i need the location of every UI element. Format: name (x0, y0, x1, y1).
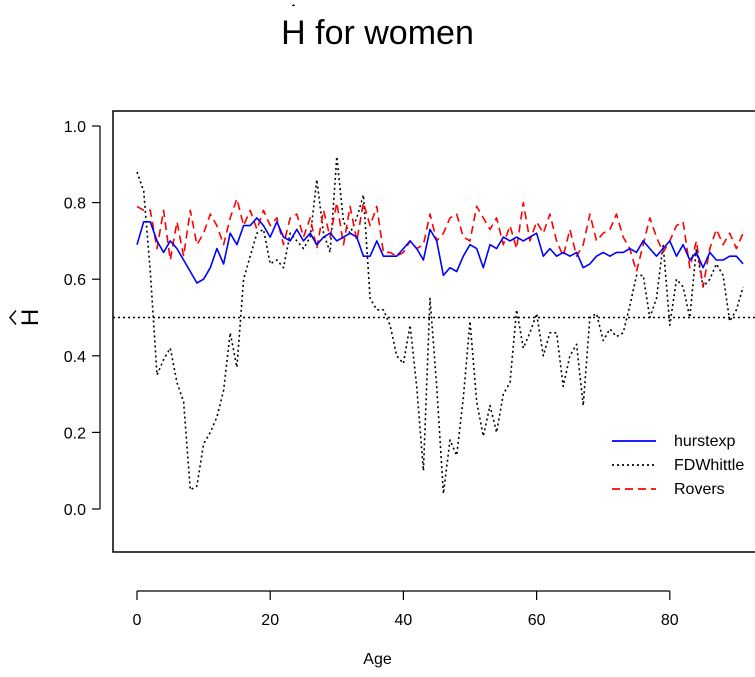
x-tick-label: 0 (133, 612, 142, 629)
y-tick-label: 0.8 (64, 196, 86, 213)
chart-title: H for women (0, 14, 755, 53)
legend-label-hurstexp: hurstexp (674, 433, 735, 450)
series-line-fdwhittle (136, 155, 744, 495)
series-line-rovers (136, 198, 744, 288)
plot-frame (112, 110, 755, 553)
x-tick-label: 20 (261, 612, 279, 629)
legend-label-rovers: Rovers (674, 481, 725, 498)
y-tick-label: 1.0 (64, 119, 86, 136)
y-tick-label: 0.0 (64, 502, 86, 519)
x-tick-label: 40 (395, 612, 413, 629)
y-tick-label: 0.4 (64, 349, 86, 366)
y-tick-label: 0.2 (64, 425, 86, 442)
x-axis-label: Age (363, 651, 392, 668)
y-tick-label: 0.6 (64, 272, 86, 289)
series-line-hurstexp (136, 217, 744, 284)
legend-label-fdwhittle: FDWhittle (674, 457, 744, 474)
y-axis-label: H (17, 309, 44, 326)
title-hat-letter: H (281, 14, 306, 52)
title-text: for women (305, 14, 474, 52)
y-axis-label-hat (9, 310, 17, 325)
x-tick-label: 80 (661, 612, 679, 629)
x-tick-label: 60 (528, 612, 546, 629)
